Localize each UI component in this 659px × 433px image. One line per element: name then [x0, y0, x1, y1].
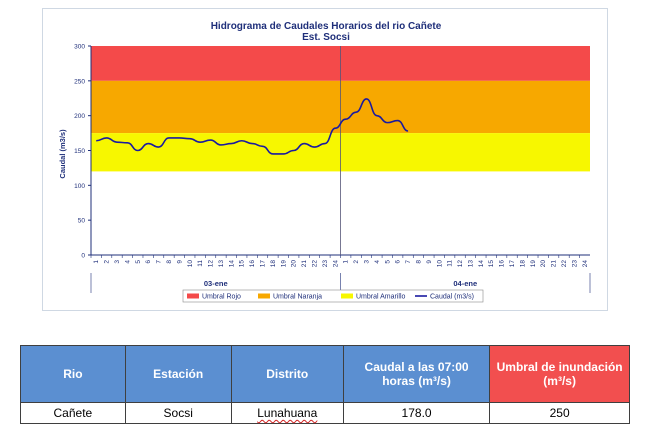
legend-label-3: Caudal (m3/s) — [430, 294, 474, 301]
x-tick-label: 22 — [312, 260, 319, 268]
legend-label-0: Umbral Rojo — [202, 294, 241, 301]
x-tick-label: 24 — [582, 260, 589, 268]
x-tick-label: 16 — [249, 260, 256, 268]
x-tick-label: 13 — [218, 260, 225, 268]
x-tick-label: 13 — [467, 260, 474, 268]
x-tick-label: 3 — [363, 260, 370, 264]
legend: Umbral Rojo Umbral Naranja Umbral Amarillo… — [182, 289, 484, 303]
cell-estacion: Socsi — [124, 402, 232, 424]
legend-box — [182, 289, 484, 303]
legend-swatch-0 — [187, 293, 199, 299]
hydrograph-chart: Hidrograma de Caudales Horarios del rio … — [58, 21, 591, 303]
x-tick-label: 6 — [395, 260, 402, 264]
header-umbral: Umbral de inundación (m³/s) — [489, 345, 630, 403]
x-tick-label: 17 — [509, 260, 516, 268]
y-tick-label: 200 — [74, 113, 85, 120]
day-label-2: 04-ene — [453, 279, 477, 288]
x-tick-label: 11 — [447, 260, 454, 267]
x-tick-label: 23 — [571, 260, 578, 268]
x-tick-label: 2 — [104, 260, 111, 264]
x-tick-label: 2 — [353, 260, 360, 264]
x-tick-label: 7 — [405, 260, 412, 264]
cell-umbral: 250 — [489, 402, 630, 424]
cell-caudal: 178.0 — [342, 402, 491, 424]
x-tick-label: 15 — [488, 260, 495, 268]
x-tick-label: 12 — [208, 260, 215, 268]
x-tick-label: 19 — [280, 260, 287, 268]
x-tick-label: 10 — [187, 260, 194, 268]
header-estacion: Estación — [124, 345, 232, 403]
y-tick-label: 250 — [74, 78, 85, 85]
x-tick-label: 20 — [540, 260, 547, 268]
x-axis: 1 2 3 4 5 6 7 8 9 10 11 12 13 14 15 16 17 18 19 20 21 22 23 24 1… — [90, 46, 591, 293]
x-tick-label: 8 — [166, 260, 173, 264]
table-header-row: Rio Estación Distrito Caudal a las 07:00… — [20, 345, 630, 403]
x-tick-label: 4 — [374, 260, 381, 264]
x-tick-label: 20 — [291, 260, 298, 268]
legend-label-1: Umbral Naranja — [273, 294, 322, 301]
x-tick-label: 18 — [270, 260, 277, 268]
distrito-value: Lunahuana — [257, 406, 318, 420]
y-tick-label: 100 — [74, 183, 85, 190]
x-tick-label: 18 — [519, 260, 526, 268]
series-lines — [96, 98, 409, 155]
table-row: Cañete Socsi Lunahuana 178.0 250 — [20, 402, 630, 424]
x-tick-label: 22 — [561, 260, 568, 268]
y-tick-label: 150 — [74, 148, 85, 155]
x-tick-label: 7 — [156, 260, 163, 264]
legend-label-2: Umbral Amarillo — [356, 294, 406, 301]
x-tick-label: 5 — [135, 260, 142, 264]
chart-frame: Hidrograma de Caudales Horarios del rio … — [42, 8, 608, 311]
chart-subtitle: Est. Socsi — [302, 32, 350, 43]
y-axis: 0 50 100 150 200 250 300 — [74, 44, 92, 260]
x-tick-label: 8 — [415, 260, 422, 264]
x-tick-label: 1 — [343, 260, 350, 264]
x-tick-label: 9 — [176, 260, 183, 264]
header-rio: Rio — [20, 345, 126, 403]
y-axis-label: Caudal (m3/s) — [58, 129, 67, 179]
x-tick-label: 1 — [93, 260, 100, 264]
cell-distrito: Lunahuana — [230, 402, 344, 424]
y-tick-label: 50 — [78, 218, 86, 225]
x-tick-label: 21 — [301, 260, 308, 268]
legend-swatch-1 — [258, 293, 270, 299]
x-tick-label: 21 — [551, 260, 558, 268]
x-tick-label: 14 — [478, 260, 485, 268]
x-tick-label: 17 — [260, 260, 267, 268]
x-tick-label: 5 — [384, 260, 391, 264]
station-table: Rio Estación Distrito Caudal a las 07:00… — [20, 345, 630, 424]
y-tick-label: 0 — [81, 253, 85, 260]
x-tick-label: 10 — [436, 260, 443, 268]
chart-title: Hidrograma de Caudales Horarios del rio … — [211, 21, 442, 32]
header-caudal: Caudal a las 07:00 horas (m³/s) — [342, 345, 491, 403]
legend-swatch-2 — [341, 293, 353, 299]
x-tick-label: 23 — [322, 260, 329, 268]
x-tick-label: 6 — [145, 260, 152, 264]
cell-rio: Cañete — [20, 402, 126, 424]
x-tick-label: 11 — [197, 260, 204, 267]
x-tick-label: 19 — [530, 260, 537, 268]
x-tick-label: 14 — [228, 260, 235, 268]
x-tick-label: 15 — [239, 260, 246, 268]
x-tick-label: 9 — [426, 260, 433, 264]
x-tick-label: 24 — [332, 260, 339, 268]
y-tick-label: 300 — [74, 44, 85, 51]
header-distrito: Distrito — [230, 345, 344, 403]
x-tick-label: 16 — [499, 260, 506, 268]
x-tick-label: 4 — [124, 260, 131, 264]
x-tick-label: 12 — [457, 260, 464, 268]
x-tick-label: 3 — [114, 260, 121, 264]
day-label-1: 03-ene — [204, 279, 228, 288]
